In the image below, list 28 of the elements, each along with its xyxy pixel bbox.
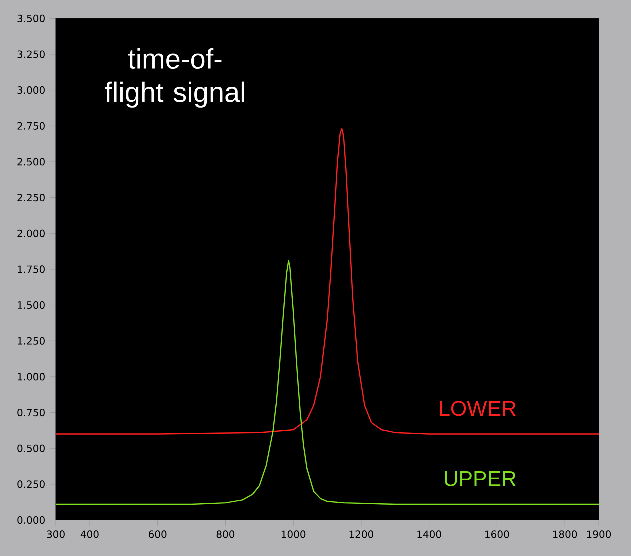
y-tick-label: 0.000 bbox=[18, 516, 45, 524]
y-tick-label: 1.750 bbox=[18, 266, 45, 274]
x-tick-label: 1200 bbox=[350, 530, 374, 538]
y-tick-label: 0.500 bbox=[18, 444, 45, 452]
x-tick-label: 400 bbox=[80, 530, 99, 538]
y-tick-label: 0.250 bbox=[18, 480, 45, 488]
x-tick-label: 600 bbox=[148, 530, 167, 538]
x-tick-label: 1600 bbox=[486, 530, 510, 538]
y-tick-label: 3.500 bbox=[18, 14, 45, 22]
x-tick-label: 800 bbox=[216, 530, 235, 538]
x-tick-label: 1800 bbox=[553, 530, 578, 538]
y-tick-label: 3.000 bbox=[18, 86, 45, 94]
text: time-of-flight signal bbox=[105, 48, 244, 108]
y-tick-label: 2.500 bbox=[18, 158, 45, 166]
x-tick-label: 1900 bbox=[587, 530, 612, 538]
series-label: LOWER bbox=[440, 400, 516, 416]
y-tick-label: 2.250 bbox=[18, 194, 45, 202]
series-label: UPPER bbox=[445, 471, 516, 486]
y-tick-label: 1.250 bbox=[18, 337, 45, 345]
y-tick-label: 1.000 bbox=[18, 373, 45, 381]
y-tick-label: 3.250 bbox=[18, 50, 45, 58]
y-tick-label: 0.750 bbox=[18, 408, 45, 416]
x-tick-label: 1000 bbox=[282, 530, 306, 538]
x-tick-label: 1400 bbox=[418, 530, 442, 538]
x-tick-label: 300 bbox=[47, 530, 65, 538]
y-tick-label: 2.000 bbox=[18, 230, 45, 238]
y-tick-label: 2.750 bbox=[18, 122, 45, 130]
y-tick-label: 1.500 bbox=[18, 301, 45, 309]
